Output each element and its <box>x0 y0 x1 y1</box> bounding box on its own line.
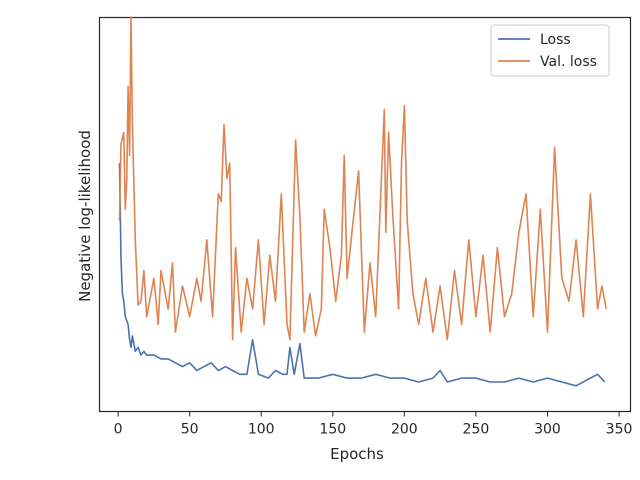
x-axis-ticks: 0 50 100 150 200 250 300 350 <box>114 411 633 438</box>
y-axis-label: Negative log-likelihood <box>76 130 94 302</box>
x-tick-label: 50 <box>181 422 199 438</box>
legend: Loss Val. loss <box>490 24 610 77</box>
x-tick-label: 100 <box>248 422 275 438</box>
legend-box <box>490 24 610 77</box>
x-tick-label: 200 <box>391 422 418 438</box>
x-axis-label: Epochs <box>330 445 384 463</box>
x-tick-label: 150 <box>319 422 346 438</box>
x-tick-label: 300 <box>534 422 561 438</box>
plot-area <box>98 16 632 413</box>
x-tick-label: 350 <box>606 422 633 438</box>
legend-label-loss: Loss <box>540 32 571 48</box>
series-lines <box>118 16 607 387</box>
series-line-loss <box>118 163 606 387</box>
series-line-val-loss <box>118 16 607 341</box>
legend-label-val-loss: Val. loss <box>540 54 597 70</box>
x-tick-label: 0 <box>114 422 123 438</box>
x-tick-label: 250 <box>463 422 490 438</box>
